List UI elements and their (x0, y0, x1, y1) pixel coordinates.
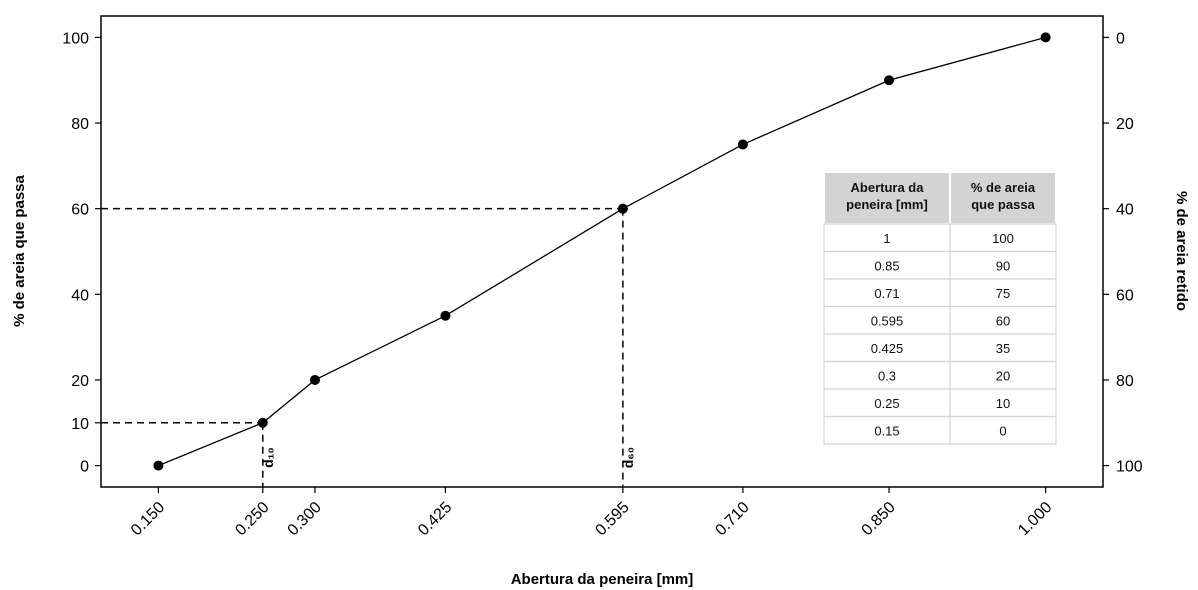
x-tick-label: 0.425 (415, 499, 455, 539)
x-tick-label: 1.000 (1015, 499, 1055, 539)
table-cell-text: 0.3 (878, 368, 896, 383)
table-cell-text: 90 (996, 258, 1010, 273)
data-point (618, 204, 628, 214)
table-cell-text: 1 (883, 231, 890, 246)
y-tick-label: 40 (71, 287, 89, 304)
table-cell-text: 60 (996, 313, 1010, 328)
table-header-text: % de areia (971, 180, 1036, 195)
annotation-label: d₁₀ (260, 447, 276, 468)
guide-lines (101, 209, 623, 487)
x-tick-label: 0.595 (592, 499, 632, 539)
data-table: Abertura da peneira [mm] % de areia que pas… (824, 172, 1056, 444)
y2-axis: 0 20 40 60 80 100 (1103, 30, 1143, 475)
data-point (884, 75, 894, 85)
table-cell-text: 35 (996, 341, 1010, 356)
data-point (1041, 32, 1051, 42)
y2-tick-label: 0 (1116, 30, 1125, 47)
table-cell-text: 0.71 (874, 286, 899, 301)
y2-tick-label: 80 (1116, 373, 1134, 390)
y2-axis-title: % de areia retido (1173, 191, 1190, 311)
data-point (310, 375, 320, 385)
x-tick-label: 0.250 (232, 499, 272, 539)
data-point (738, 139, 748, 149)
table-cell-text: 20 (996, 368, 1010, 383)
x-axis: 0.150 0.250 0.300 0.425 0.595 0.710 0.850 1.000 (128, 487, 1056, 539)
y2-tick-label: 100 (1116, 459, 1143, 476)
table-cell-text: 10 (996, 396, 1010, 411)
data-point (258, 418, 268, 428)
y-tick-label: 10 (71, 416, 89, 433)
x-tick-label: 0.150 (128, 499, 168, 539)
y-tick-label: 60 (71, 202, 89, 219)
y-tick-label: 80 (71, 116, 89, 133)
table-cell-text: 0.25 (874, 396, 899, 411)
annotations: d₁₀ d₆₀ (260, 447, 636, 468)
y-axis-title: % de areia que passa (11, 174, 28, 326)
y2-tick-label: 20 (1116, 116, 1134, 133)
table-cell-text: 0.425 (871, 341, 904, 356)
annotation-label: d₆₀ (620, 447, 636, 468)
table-cell-text: 0.85 (874, 258, 899, 273)
table-cell-text: 0.15 (874, 423, 899, 438)
y2-tick-label: 60 (1116, 287, 1134, 304)
table-cell-text: 100 (992, 231, 1014, 246)
x-tick-label: 0.710 (712, 499, 752, 539)
x-tick-label: 0.850 (859, 499, 899, 539)
x-axis-title: Abertura da peneira [mm] (511, 571, 694, 588)
data-point (440, 311, 450, 321)
table-header-text: que passa (971, 197, 1035, 212)
table-header-text: peneira [mm] (846, 197, 928, 212)
table-header-text: Abertura da (851, 180, 925, 195)
data-point (153, 461, 163, 471)
table-cell-text: 0 (999, 423, 1006, 438)
table-cell-text: 75 (996, 286, 1010, 301)
y-tick-label: 0 (80, 459, 89, 476)
y-tick-label: 20 (71, 373, 89, 390)
x-tick-label: 0.300 (285, 499, 325, 539)
table-cell-text: 0.595 (871, 313, 904, 328)
y-axis: 0 10 20 40 60 80 100 (62, 30, 101, 475)
y2-tick-label: 40 (1116, 202, 1134, 219)
y-tick-label: 100 (62, 30, 89, 47)
